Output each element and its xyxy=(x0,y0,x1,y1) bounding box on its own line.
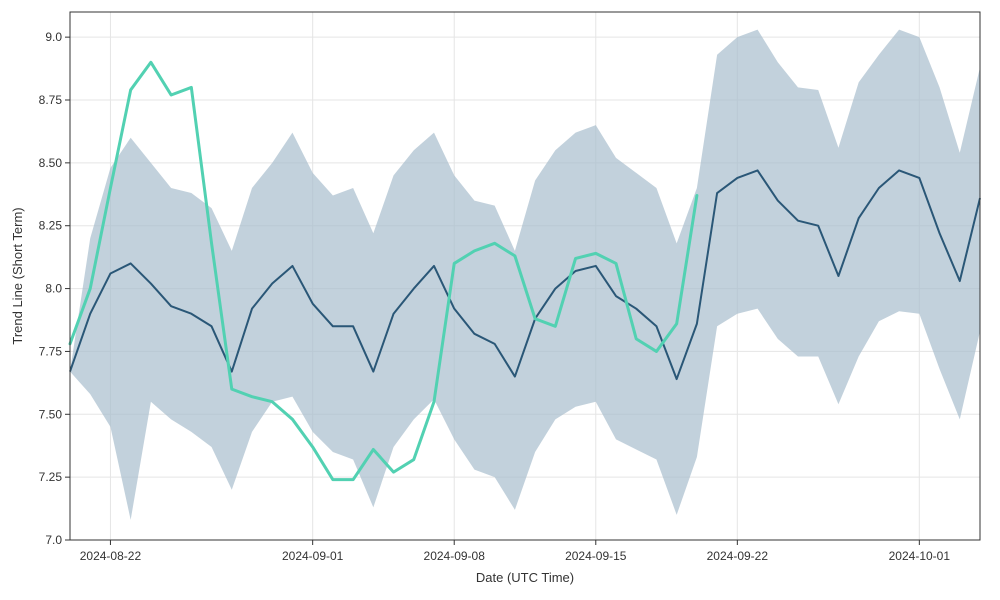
svg-text:7.0: 7.0 xyxy=(45,533,62,547)
chart-svg: 7.0 7.25 7.50 7.75 8.0 8.25 8.50 8.75 9.0 2024-08… xyxy=(0,0,1000,600)
svg-text:2024-09-01: 2024-09-01 xyxy=(282,549,344,563)
x-axis-label: Date (UTC Time) xyxy=(476,570,574,585)
y-axis-label: Trend Line (Short Term) xyxy=(10,207,25,344)
svg-text:7.75: 7.75 xyxy=(39,344,63,358)
svg-text:2024-09-08: 2024-09-08 xyxy=(424,549,486,563)
svg-text:2024-09-22: 2024-09-22 xyxy=(707,549,769,563)
svg-text:8.0: 8.0 xyxy=(45,282,62,296)
svg-text:9.0: 9.0 xyxy=(45,30,62,44)
svg-text:7.25: 7.25 xyxy=(39,470,63,484)
svg-text:2024-10-01: 2024-10-01 xyxy=(889,549,951,563)
svg-text:8.25: 8.25 xyxy=(39,219,63,233)
svg-text:7.50: 7.50 xyxy=(39,407,63,421)
svg-text:2024-09-15: 2024-09-15 xyxy=(565,549,627,563)
svg-text:8.50: 8.50 xyxy=(39,156,63,170)
svg-text:8.75: 8.75 xyxy=(39,93,63,107)
trend-chart: 7.0 7.25 7.50 7.75 8.0 8.25 8.50 8.75 9.0 2024-08… xyxy=(0,0,1000,600)
svg-text:2024-08-22: 2024-08-22 xyxy=(80,549,142,563)
